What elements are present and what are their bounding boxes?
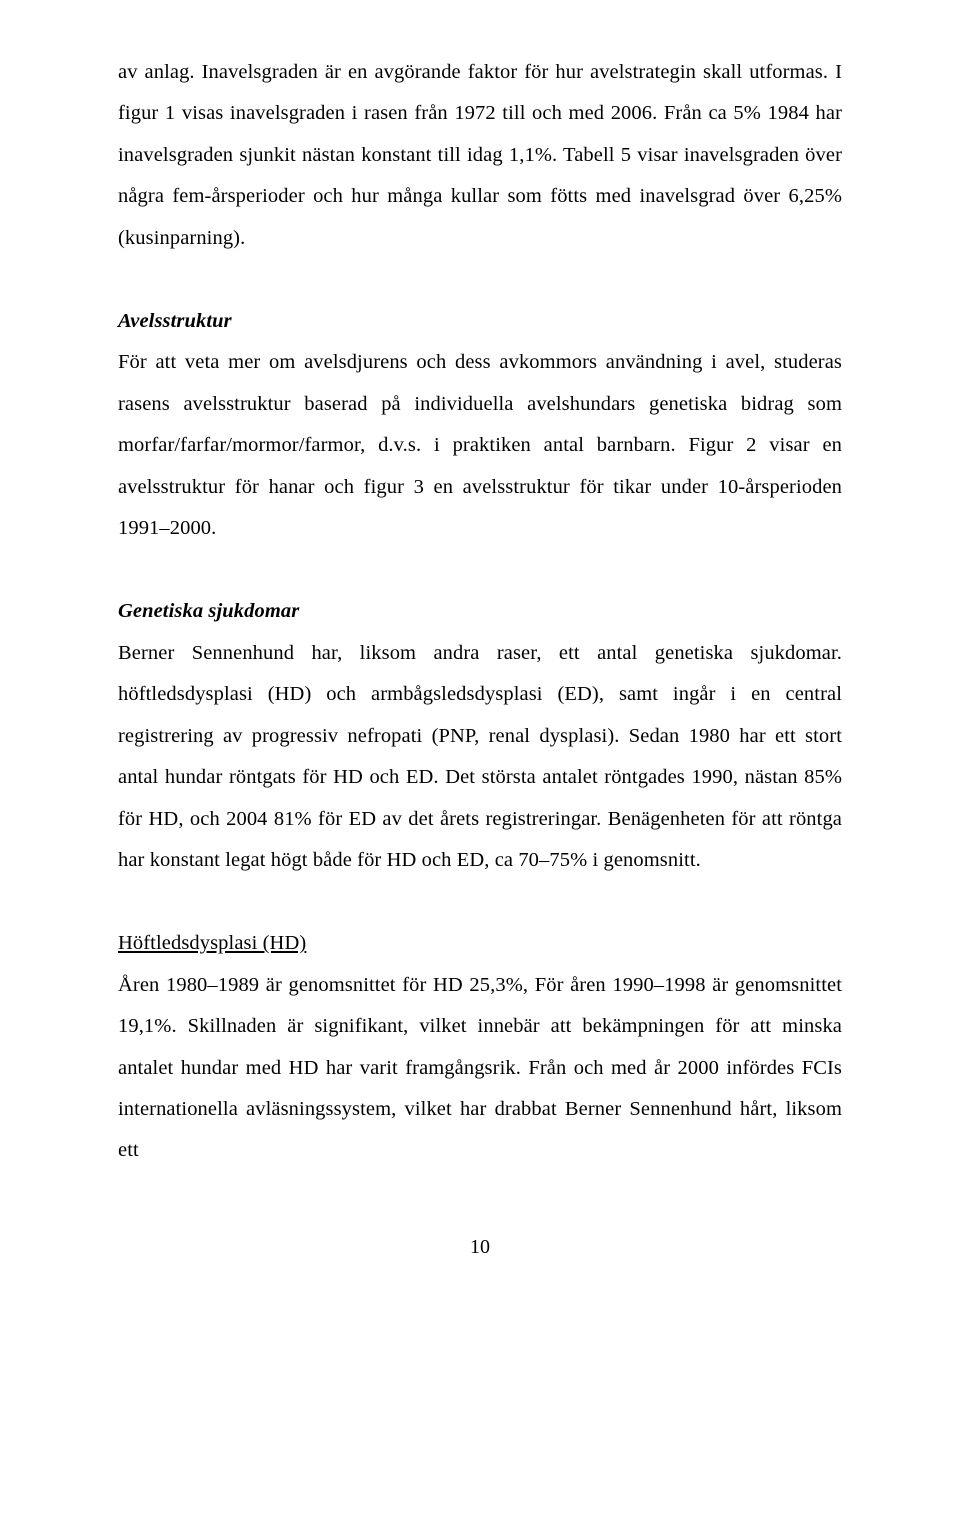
paragraph-genetiska: Berner Sennenhund har, liksom andra rase… [118,633,842,881]
page-number: 10 [118,1236,842,1259]
paragraph-intro: av anlag. Inavelsgraden är en avgörande … [118,52,842,259]
subheading-hoftledsdysplasi: Höftledsdysplasi (HD) [118,923,842,964]
paragraph-hd: Åren 1980–1989 är genomsnittet för HD 25… [118,965,842,1172]
heading-genetiska-sjukdomar: Genetiska sjukdomar [118,591,842,632]
paragraph-avelsstruktur: För att veta mer om avelsdjurens och des… [118,342,842,549]
document-page: av anlag. Inavelsgraden är en avgörande … [0,0,960,1535]
heading-avelsstruktur: Avelsstruktur [118,301,842,342]
